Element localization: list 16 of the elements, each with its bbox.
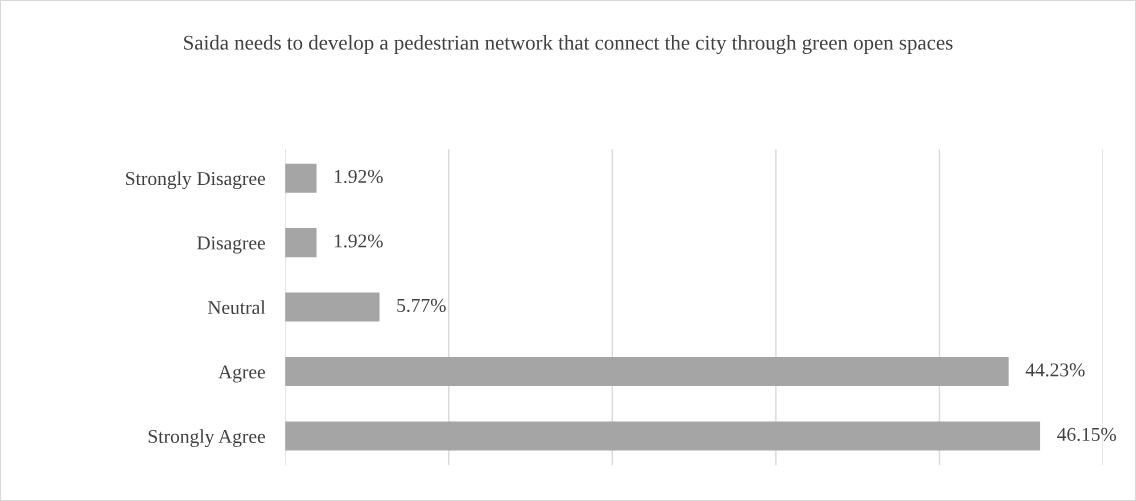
bar [285,163,317,193]
y-tick-label: Neutral [207,300,266,315]
bar [285,421,1041,451]
data-label: 5.77% [397,298,446,313]
data-label: 1.92% [334,169,383,184]
y-tick-label: Strongly Disagree [126,171,266,190]
chart-title: Saida needs to develop a pedestrian network that connect the city through green open spaces [184,35,953,55]
y-tick-label: Disagree [197,236,266,254]
bar [285,228,317,258]
y-tick-label: Strongly Agree [148,429,266,448]
bar [285,357,1009,387]
bar [285,292,380,322]
y-tick-label: Agree [218,365,266,383]
data-label: 44.23% [1025,363,1085,377]
data-label: 46.15% [1057,427,1117,442]
data-label: 1.92% [334,234,383,248]
